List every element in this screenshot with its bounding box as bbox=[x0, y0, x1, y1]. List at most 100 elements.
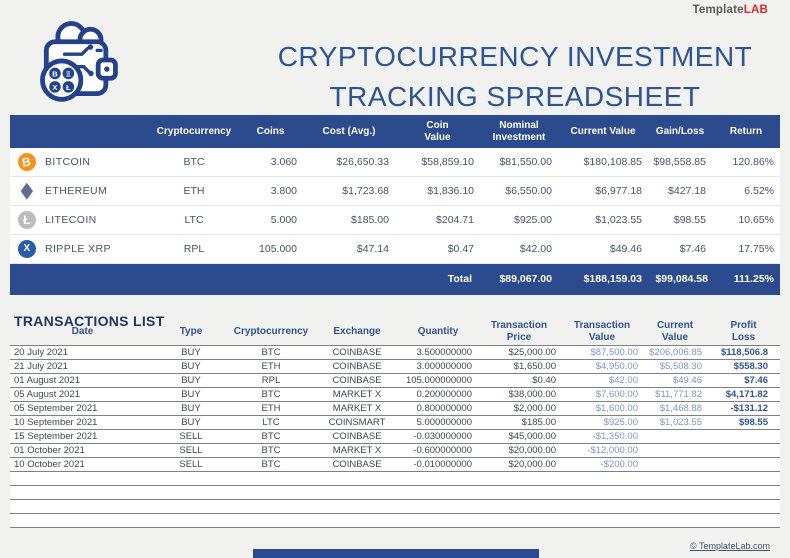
summary-cell-gain-loss: $98.55 bbox=[673, 213, 706, 226]
tx-cell-quantity: 3.000000000 bbox=[416, 360, 472, 372]
transaction-row: 01 October 2021 SELL BTC MARKET X -0.600… bbox=[10, 444, 780, 458]
tx-empty-row bbox=[10, 500, 780, 514]
templatelab-footer-link[interactable]: © TemplateLab.com bbox=[689, 541, 770, 551]
summary-row: RIPPLE XRP RPL 105.000 $47.14 $0.47 $42.… bbox=[10, 235, 780, 264]
tx-cell-exchange: COINBASE bbox=[332, 430, 382, 442]
summary-cell-cost-avg: $47.14 bbox=[356, 242, 389, 255]
tx-cell-profit-loss: $118,506.8 bbox=[720, 346, 768, 358]
tx-cell-cryptocurrency: BTC bbox=[261, 346, 281, 358]
templatelab-logo-red: LAB bbox=[743, 4, 768, 16]
tx-cell-transaction-value: $42.00 bbox=[608, 374, 638, 386]
transactions-header-row: Date Type Cryptocurrency Exchange Quantity Tr… bbox=[10, 318, 780, 345]
total-current-value: $188,159.03 bbox=[583, 273, 642, 286]
tx-cell-current-value bbox=[643, 458, 707, 471]
tx-cell-date: 01 August 2021 bbox=[14, 374, 81, 386]
tx-cell-profit-loss: -$131.12 bbox=[730, 402, 768, 414]
tx-cell-type: BUY bbox=[181, 388, 201, 400]
tx-cell-quantity: 0.200000000 bbox=[416, 388, 472, 400]
summary-cell-cost-avg: $26,650.33 bbox=[336, 155, 389, 168]
tx-cell-date: 01 October 2021 bbox=[14, 444, 85, 456]
tx-cell-date: 05 September 2021 bbox=[14, 402, 98, 414]
tx-cell-transaction-price: $20,000.00 bbox=[508, 444, 556, 456]
tx-empty-row bbox=[10, 486, 780, 500]
summary-header-4: Nominal Investment bbox=[492, 119, 546, 143]
footer-bar bbox=[253, 549, 539, 558]
tx-header-0: Date bbox=[71, 325, 94, 337]
svg-text:Ξ: Ξ bbox=[66, 69, 71, 78]
tx-cell-current-value: $1,468.88 bbox=[659, 402, 702, 414]
tx-cell-cryptocurrency: RPL bbox=[261, 374, 281, 386]
tx-cell-cryptocurrency: BTC bbox=[261, 388, 281, 400]
tx-empty-row bbox=[10, 514, 780, 528]
transactions-heading: TRANSACTIONS LIST bbox=[14, 312, 165, 329]
tx-cell-type: BUY bbox=[181, 346, 201, 358]
total-return: 111.25% bbox=[733, 273, 774, 286]
tx-cell-cryptocurrency: ETH bbox=[261, 402, 281, 414]
tx-cell-profit-loss: $4,171.82 bbox=[725, 388, 768, 400]
templatelab-logo-gray: Template bbox=[692, 4, 744, 16]
total-gain-loss: $99,084.58 bbox=[655, 272, 708, 285]
summary-cell-current-value: $49.46 bbox=[609, 242, 642, 255]
summary-header-5: Current Value bbox=[570, 125, 636, 137]
svg-text:X: X bbox=[52, 83, 58, 92]
summary-cell-nominal-investment: $6,550.00 bbox=[505, 184, 552, 197]
tx-cell-transaction-value: $7,600.00 bbox=[595, 388, 638, 400]
summary-cell-gain-loss: $98,558.85 bbox=[653, 155, 706, 168]
templatelab-logo: TemplateLAB bbox=[693, 4, 768, 16]
tx-cell-profit-loss bbox=[707, 430, 780, 443]
tx-cell-cryptocurrency: BTC bbox=[261, 458, 281, 470]
tx-cell-transaction-value: $925.00 bbox=[603, 416, 638, 428]
summary-cell-nominal-investment: $42.00 bbox=[519, 242, 552, 255]
summary-row: LITECOIN LTC 5.000 $185.00 $204.71 $925.… bbox=[10, 206, 780, 235]
summary-header-row: Cryptocurrency Coins Cost (Avg.) Coin Value… bbox=[10, 115, 780, 148]
transactions-rows: 20 July 2021 BUY BTC COINBASE 3.50000000… bbox=[10, 345, 780, 528]
portfolio-summary-table: Cryptocurrency Coins Cost (Avg.) Coin Value… bbox=[10, 115, 780, 295]
page-title-line2: TRACKING SPREADSHEET bbox=[329, 80, 701, 112]
transaction-row: 21 July 2021 BUY ETH COINBASE 3.00000000… bbox=[10, 360, 780, 374]
tx-cell-current-value: $5,508.30 bbox=[659, 360, 702, 372]
tx-cell-type: SELL bbox=[179, 458, 203, 470]
summary-cell-name: BITCOIN bbox=[10, 148, 150, 176]
summary-cell-ticker: ETH bbox=[183, 184, 205, 197]
tx-cell-exchange: MARKET X bbox=[332, 444, 382, 456]
tx-cell-date: 05 August 2021 bbox=[14, 388, 81, 400]
tx-cell-cryptocurrency: LTC bbox=[262, 416, 280, 428]
ethereum-icon bbox=[18, 182, 36, 200]
tx-cell-transaction-value: $87,500.00 bbox=[590, 346, 638, 358]
summary-header-0: Cryptocurrency bbox=[156, 125, 232, 137]
summary-cell-nominal-investment: $925.00 bbox=[514, 213, 552, 226]
tx-cell-transaction-value: $4,950.00 bbox=[595, 360, 638, 372]
tx-empty-row bbox=[10, 472, 780, 486]
tx-cell-transaction-price: $2,000.00 bbox=[513, 402, 556, 414]
summary-rows: BITCOIN BTC 3.060 $26,650.33 $58,859.10 … bbox=[10, 148, 780, 264]
transaction-row: 10 September 2021 BUY LTC COINSMART 5.00… bbox=[10, 416, 780, 430]
summary-cell-ticker: RPL bbox=[183, 242, 205, 255]
total-spacer bbox=[10, 264, 395, 295]
tx-cell-transaction-price: $45,000.00 bbox=[508, 430, 556, 442]
tx-cell-profit-loss bbox=[707, 458, 780, 471]
tx-cell-date: 15 September 2021 bbox=[14, 430, 98, 442]
summary-cell-coins: 3.060 bbox=[270, 155, 297, 168]
tx-header-1: Type bbox=[179, 325, 203, 337]
tx-cell-transaction-value: -$12,000.00 bbox=[587, 444, 638, 456]
summary-cell-coin-value: $58,859.10 bbox=[421, 155, 474, 168]
summary-cell-current-value: $1,023.55 bbox=[595, 213, 642, 226]
tx-cell-current-value: $206,006.85 bbox=[649, 346, 702, 358]
summary-cell-name: ETHEREUM bbox=[10, 177, 150, 205]
tx-cell-transaction-value: -$200.00 bbox=[600, 458, 638, 470]
summary-cell-coin-value: $1,836.10 bbox=[427, 184, 474, 197]
summary-cell-coin-value: $204.71 bbox=[436, 213, 474, 226]
summary-cell-cost-avg: $185.00 bbox=[351, 213, 389, 226]
tx-cell-transaction-value: $1,600.00 bbox=[595, 402, 638, 414]
tx-cell-exchange: COINBASE bbox=[332, 374, 382, 386]
tx-cell-exchange: MARKET X bbox=[332, 388, 382, 400]
summary-header-3: Coin Value bbox=[424, 119, 451, 143]
total-label: Total bbox=[447, 273, 472, 286]
summary-cell-cost-avg: $1,723.68 bbox=[342, 184, 389, 197]
tx-header-3: Exchange bbox=[333, 325, 381, 337]
transaction-row: 05 August 2021 BUY BTC MARKET X 0.200000… bbox=[10, 388, 780, 402]
tx-header-6: Transaction Value bbox=[573, 319, 631, 343]
tx-cell-current-value: $49.46 bbox=[672, 374, 702, 386]
tx-cell-current-value: $11,771.82 bbox=[655, 388, 702, 400]
